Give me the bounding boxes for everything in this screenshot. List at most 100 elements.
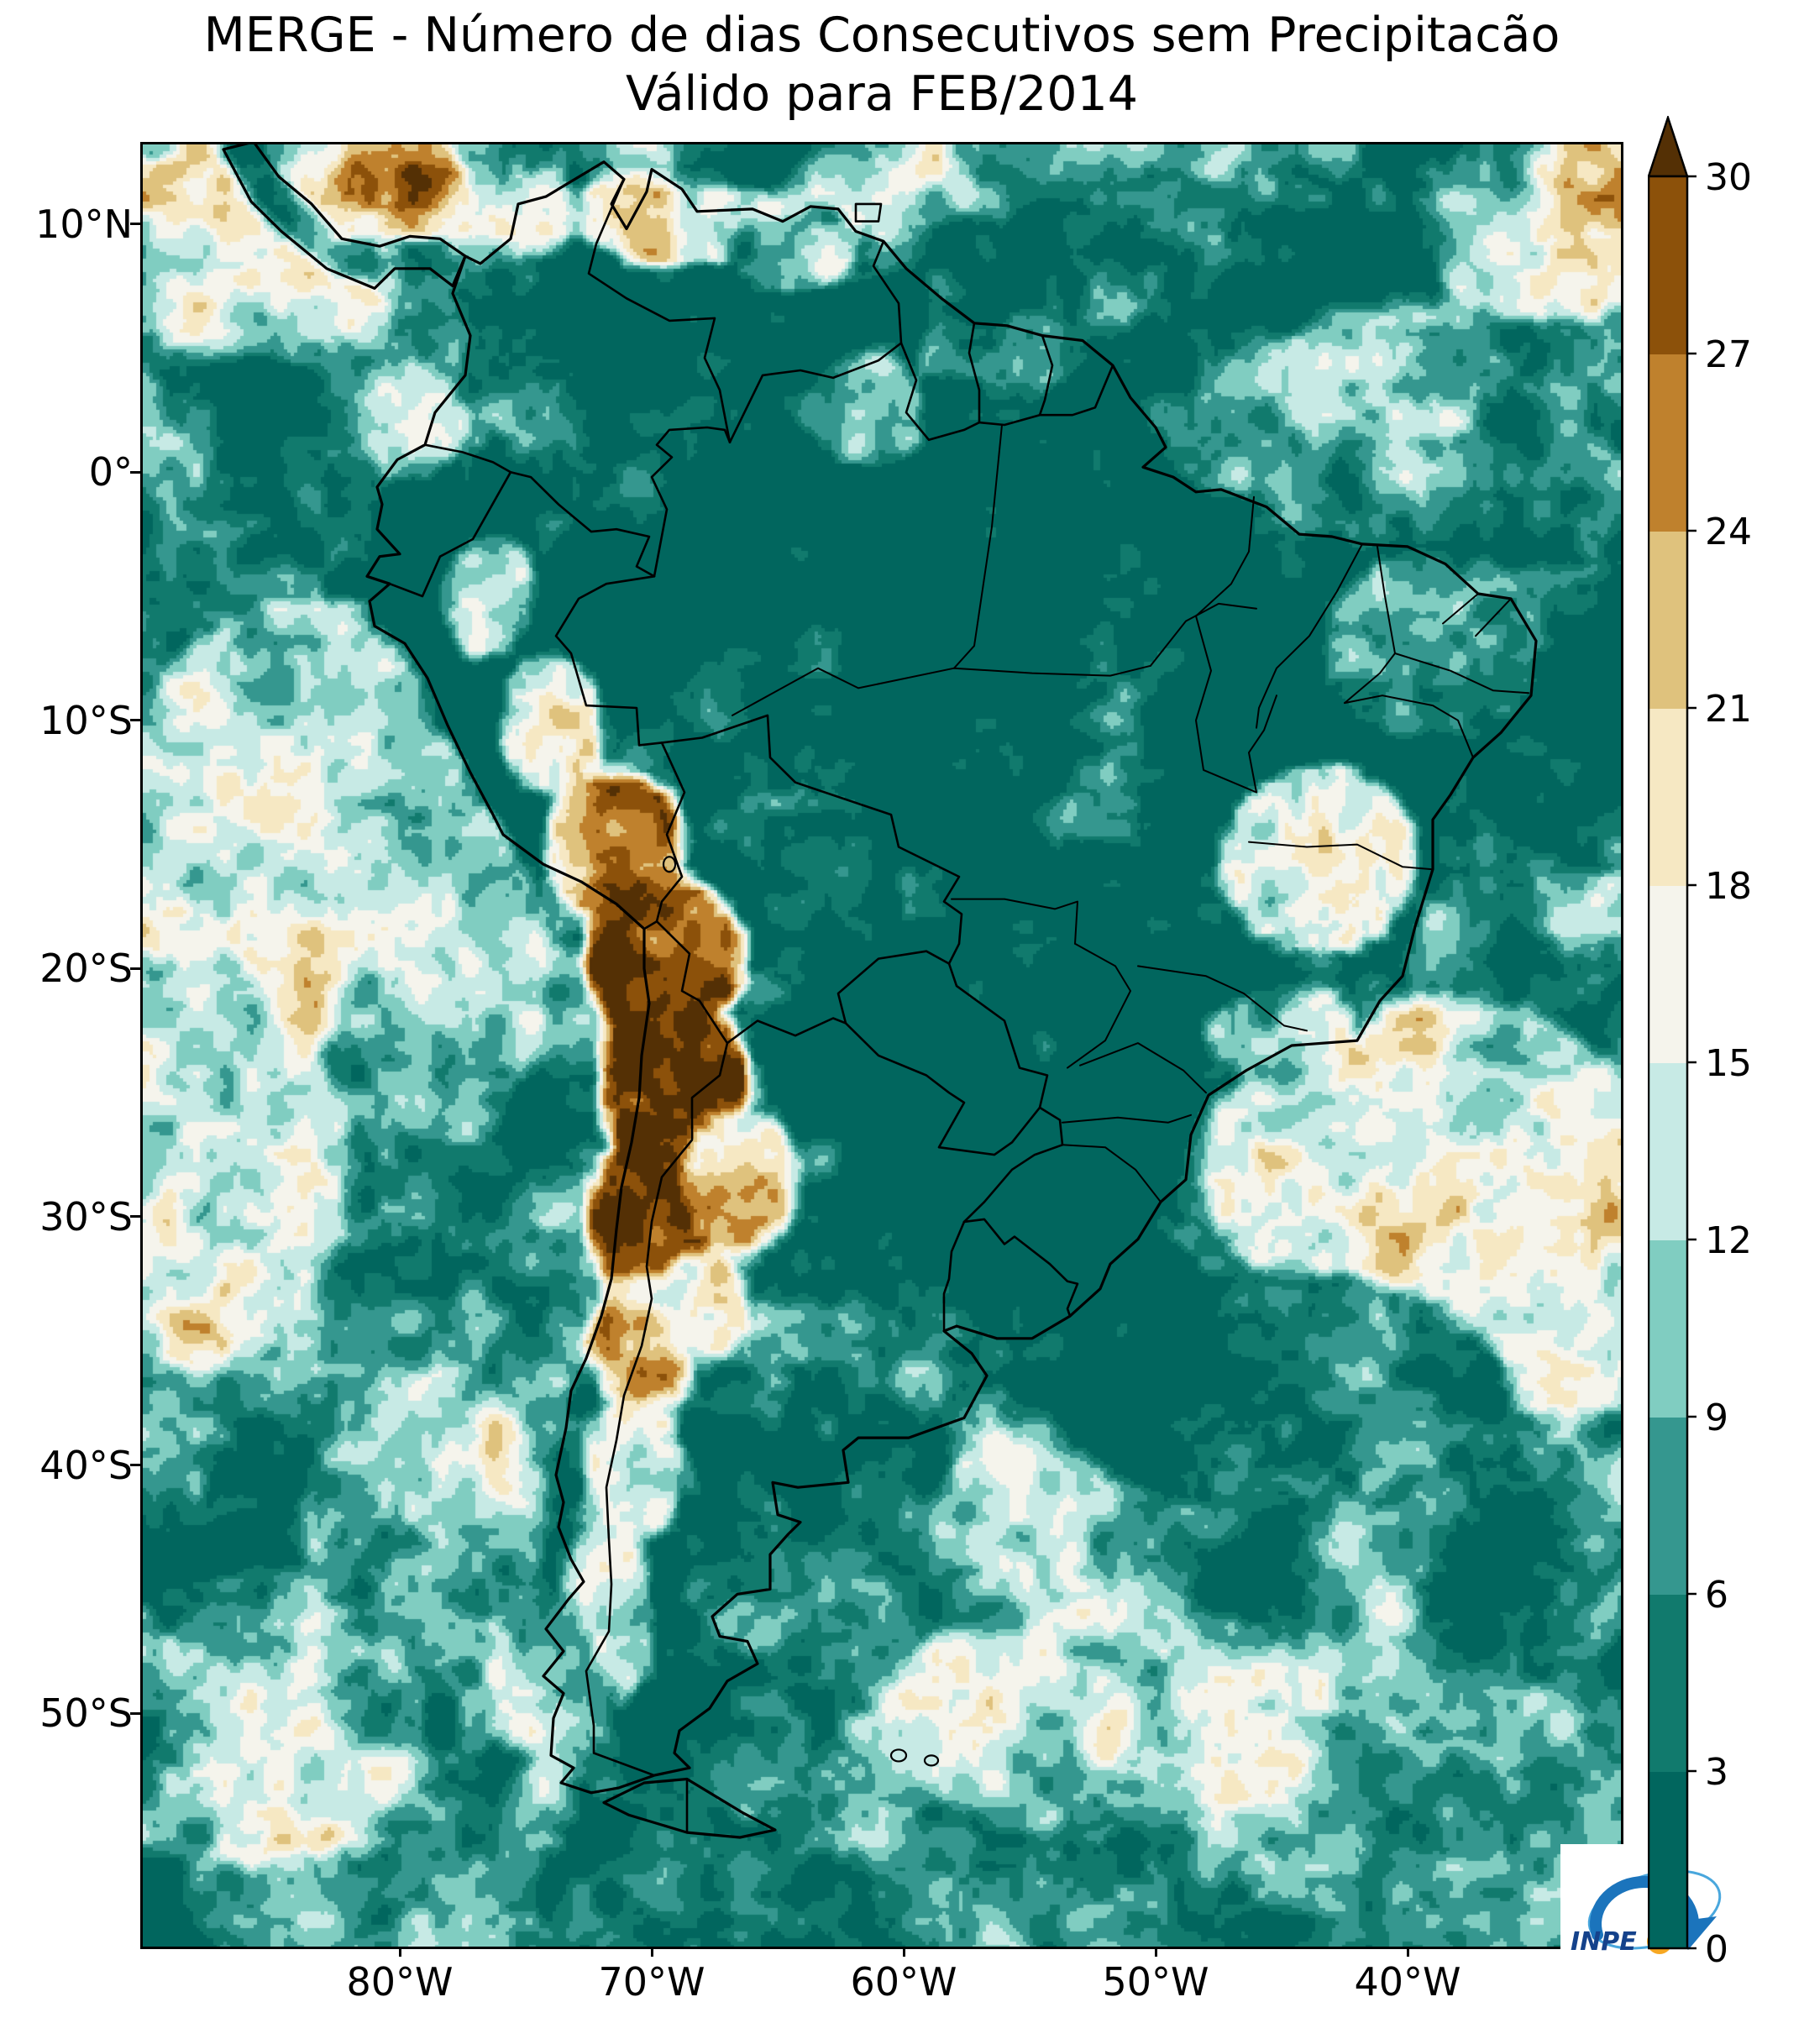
country-border bbox=[1038, 364, 1114, 417]
country-border bbox=[388, 470, 512, 598]
state-border bbox=[1377, 545, 1396, 654]
country-border bbox=[726, 1017, 847, 1045]
y-axis-tickmark bbox=[130, 1711, 140, 1715]
y-axis-tickmark bbox=[130, 967, 140, 970]
x-axis-tickmark bbox=[902, 1947, 905, 1957]
y-axis-tick-label: 20°S bbox=[39, 946, 133, 992]
colorbar-tick-label: 9 bbox=[1705, 1397, 1728, 1439]
colorbar-segment bbox=[1649, 354, 1687, 532]
y-axis-tickmark bbox=[130, 470, 140, 474]
state-border bbox=[1062, 1114, 1192, 1124]
state-border bbox=[1150, 602, 1257, 667]
country-border bbox=[642, 920, 658, 930]
y-axis-tick-label: 0° bbox=[88, 449, 133, 495]
colorbar-segment bbox=[1649, 1240, 1687, 1418]
country-border bbox=[962, 1106, 1064, 1224]
country-border bbox=[899, 342, 981, 442]
colorbar-over-arrow bbox=[1648, 116, 1689, 178]
country-border bbox=[942, 1220, 966, 1333]
country-border bbox=[962, 1218, 1079, 1318]
state-border bbox=[1067, 942, 1131, 1069]
colorbar-tick-label: 18 bbox=[1705, 865, 1752, 908]
state-border bbox=[953, 424, 1003, 669]
y-axis-tickmark bbox=[130, 719, 140, 722]
y-axis-tick-label: 50°S bbox=[39, 1690, 133, 1737]
country-border bbox=[655, 920, 729, 1045]
colorbar-segment bbox=[1649, 531, 1687, 709]
country-border bbox=[978, 413, 1041, 427]
colorbar-tick-label: 27 bbox=[1705, 333, 1752, 376]
state-border bbox=[1344, 694, 1474, 759]
colorbar-tick-label: 30 bbox=[1705, 156, 1752, 199]
title-line-2: Válido para FEB/2014 bbox=[625, 66, 1139, 122]
state-border bbox=[1137, 965, 1308, 1032]
coastline-trinidad bbox=[854, 202, 883, 223]
title-line-1: MERGE - Número de dias Consecutivos sem … bbox=[203, 8, 1560, 63]
y-axis-tickmark bbox=[130, 223, 140, 226]
country-border bbox=[844, 1022, 1041, 1156]
country-border bbox=[509, 470, 656, 578]
x-axis-tickmark bbox=[650, 1947, 653, 1957]
country-border bbox=[968, 322, 981, 424]
y-axis-tick-label: 10°N bbox=[35, 201, 133, 247]
country-border bbox=[585, 1041, 729, 1777]
colorbar-tick-label: 12 bbox=[1705, 1219, 1752, 1262]
lake-titicaca bbox=[662, 856, 677, 873]
colorbar-segment bbox=[1649, 1417, 1687, 1595]
colorbar-segment bbox=[1649, 176, 1687, 354]
country-border bbox=[587, 178, 732, 443]
country-border bbox=[660, 714, 963, 965]
colorbar-segment bbox=[1649, 708, 1687, 886]
state-border bbox=[1195, 495, 1255, 617]
state-border bbox=[1256, 542, 1363, 729]
y-axis-tickmark bbox=[130, 1464, 140, 1467]
colorbar-segment bbox=[1649, 1062, 1687, 1240]
colorbar-tick-label: 15 bbox=[1705, 1042, 1752, 1085]
country-border bbox=[423, 443, 512, 474]
logo-text: INPE bbox=[1571, 1927, 1637, 1957]
state-border bbox=[1248, 694, 1277, 794]
x-axis-tick-label: 60°W bbox=[850, 1959, 957, 2005]
colorbar-segment bbox=[1649, 885, 1687, 1063]
y-axis-tick-label: 10°S bbox=[39, 697, 133, 743]
x-axis-tick-label: 40°W bbox=[1354, 1959, 1461, 2005]
country-border bbox=[650, 426, 732, 578]
state-border bbox=[732, 667, 955, 716]
state-border bbox=[1475, 597, 1512, 637]
state-border bbox=[951, 898, 1078, 945]
y-axis-tickmark bbox=[130, 1215, 140, 1219]
state-border bbox=[1195, 615, 1257, 794]
country-border bbox=[1038, 334, 1054, 417]
country-border bbox=[947, 962, 1049, 1109]
x-axis-tick-label: 70°W bbox=[598, 1959, 705, 2005]
precipitation-raster-map bbox=[143, 144, 1621, 1947]
coastline-south-america bbox=[365, 160, 1538, 1795]
colorbar-tick-label: 24 bbox=[1705, 511, 1752, 553]
coastline-tierra-del-fuego bbox=[602, 1777, 777, 1839]
country-border bbox=[655, 742, 686, 923]
colorbar-segment bbox=[1649, 1771, 1687, 1949]
colorbar-segment bbox=[1649, 1594, 1687, 1772]
x-axis-tickmark bbox=[398, 1947, 401, 1957]
colorbar-tick-label: 6 bbox=[1705, 1574, 1728, 1617]
colorbar-tick-label: 21 bbox=[1705, 688, 1752, 731]
figure-title: MERGE - Número de dias Consecutivos sem … bbox=[143, 7, 1621, 123]
x-axis-tickmark bbox=[1406, 1947, 1409, 1957]
y-axis-tick-label: 40°S bbox=[39, 1442, 133, 1488]
x-axis-tick-label: 50°W bbox=[1102, 1959, 1209, 2005]
state-border bbox=[1442, 593, 1479, 625]
colorbar-tick-label: 0 bbox=[1705, 1928, 1728, 1963]
state-border bbox=[1248, 841, 1434, 871]
state-border bbox=[953, 664, 1151, 677]
state-border bbox=[1079, 1042, 1207, 1094]
state-border bbox=[1062, 1144, 1162, 1203]
falkland-west-island bbox=[889, 1748, 908, 1763]
y-axis-tick-label: 30°S bbox=[39, 1193, 133, 1240]
colorbar-tick-label: 3 bbox=[1705, 1751, 1728, 1794]
falkland-east-island bbox=[923, 1754, 940, 1767]
map-plot-area: INPE bbox=[140, 142, 1744, 1984]
country-borders-overlay bbox=[222, 144, 1538, 1839]
state-border bbox=[1344, 653, 1529, 705]
